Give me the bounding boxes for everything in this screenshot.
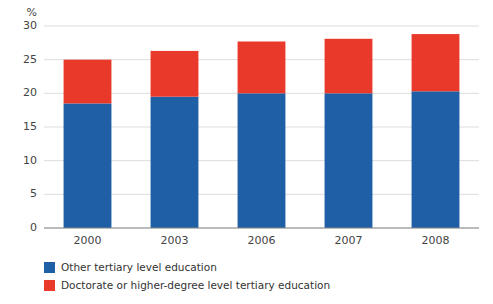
chart: 0 5 10 15 20 25 30% 2000 2003 2006 2007 2008 Other t… — [0, 0, 493, 304]
x-tick-label: 2007 — [335, 234, 363, 247]
legend-label: Doctorate or higher-degree level tertiar… — [61, 279, 330, 291]
chart-container: 0 5 10 15 20 25 30% 2000 2003 2006 2007 2008 Other t… — [0, 0, 493, 304]
legend-swatch — [44, 262, 55, 273]
bar — [325, 93, 373, 228]
legend-label: Other tertiary level education — [61, 261, 217, 273]
bar — [412, 91, 460, 228]
bar — [325, 39, 373, 94]
y-axis-label: % — [27, 6, 37, 19]
y-tick-label: 15 — [23, 120, 37, 133]
bar — [64, 103, 112, 228]
bar — [238, 93, 286, 228]
bar — [238, 41, 286, 93]
bar — [151, 97, 199, 228]
bar — [412, 34, 460, 91]
grid-line — [44, 228, 479, 229]
bar — [151, 51, 199, 97]
y-tick-label: 10 — [23, 154, 37, 167]
x-axis-line — [44, 228, 479, 229]
bars — [64, 34, 460, 228]
grid — [44, 26, 479, 228]
y-tick-label: 30 — [23, 19, 37, 32]
y-tick-label: 25 — [23, 53, 37, 66]
legend-swatch — [44, 280, 55, 291]
x-tick-label: 2006 — [248, 234, 276, 247]
grid-line — [44, 26, 479, 27]
y-tick-label: 5 — [30, 187, 37, 200]
y-tick-label: 0 — [30, 221, 37, 234]
x-tick-label: 2000 — [74, 234, 102, 247]
legend: Other tertiary level education Doctorate … — [44, 261, 330, 291]
x-tick-label: 2003 — [161, 234, 189, 247]
x-tick-label: 2008 — [422, 234, 450, 247]
bar — [64, 60, 112, 104]
y-tick-label: 20 — [23, 86, 37, 99]
